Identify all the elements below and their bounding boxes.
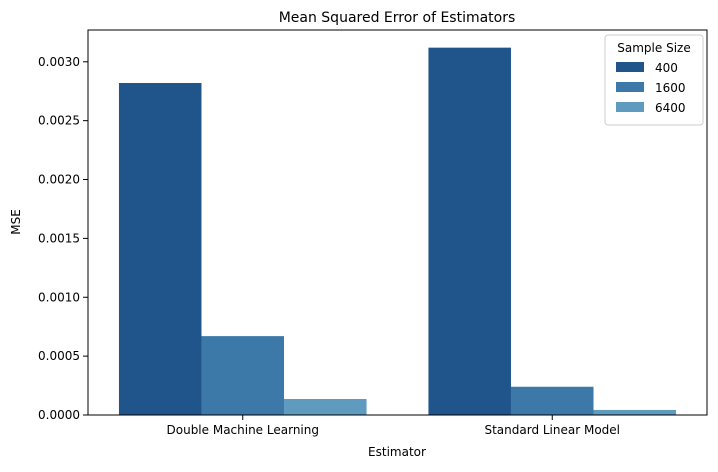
legend-label: 1600 <box>655 81 686 95</box>
bar-6400-0 <box>284 398 367 415</box>
x-tick-label: Double Machine Learning <box>167 423 319 437</box>
y-axis-label: MSE <box>9 209 23 235</box>
x-tick-label: Standard Linear Model <box>484 423 620 437</box>
legend-swatch-1600 <box>616 82 644 92</box>
legend-label: 400 <box>655 61 678 75</box>
plot-frame <box>87 29 708 416</box>
y-tick-label: 0.0000 <box>38 408 80 422</box>
x-axis-label: Estimator <box>368 445 426 459</box>
chart-title: Mean Squared Error of Estimators <box>279 10 516 26</box>
bar-6400-1 <box>593 409 677 415</box>
legend-title: Sample Size <box>617 41 690 55</box>
legend-swatch-400 <box>616 62 644 72</box>
y-tick-label: 0.0020 <box>38 173 80 187</box>
legend: Sample Size 400 1600 6400 <box>604 34 704 126</box>
legend-swatch-6400 <box>616 102 644 112</box>
y-tick-label: 0.0025 <box>38 114 80 128</box>
y-tick-label: 0.0010 <box>38 290 80 304</box>
bar-1600-0 <box>201 336 285 415</box>
y-tick-label: 0.0030 <box>38 55 80 69</box>
y-tick-label: 0.0015 <box>38 231 80 245</box>
bar-1600-1 <box>510 386 594 415</box>
bar-400-1 <box>428 47 511 415</box>
legend-label: 6400 <box>655 101 686 115</box>
bar-400-0 <box>118 82 202 415</box>
y-tick-label: 0.0005 <box>38 349 80 363</box>
